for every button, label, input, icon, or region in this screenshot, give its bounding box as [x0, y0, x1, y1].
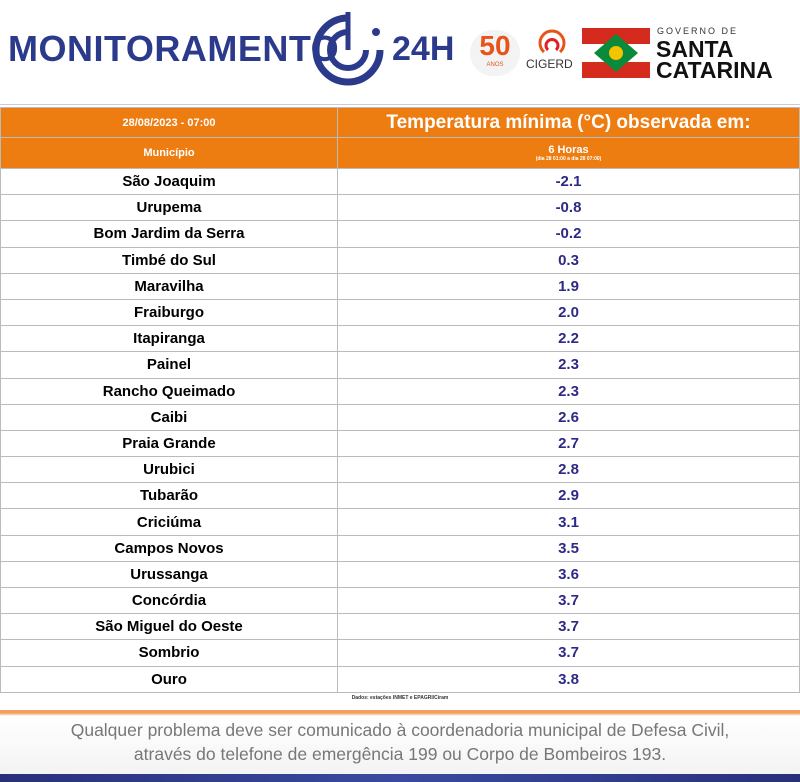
temperature: 2.9 — [337, 482, 800, 510]
footer-line: Qualquer problema deve ser comunicado à … — [70, 720, 730, 740]
row: Urussanga 3.6 — [0, 560, 800, 589]
municipality: São Miguel do Oeste — [0, 613, 338, 641]
municipality: Urubici — [0, 456, 338, 484]
temperature: 2.3 — [337, 377, 800, 405]
row: São Joaquim -2.1 — [0, 167, 800, 196]
cigerd: CIGERD — [526, 57, 573, 71]
temperature: 2.3 — [337, 351, 800, 379]
temperature: 2.8 — [337, 456, 800, 484]
row: Concórdia 3.7 — [0, 586, 800, 615]
row: Praia Grande 2.7 — [0, 429, 800, 458]
row: Timbé do Sul 0.3 — [0, 246, 800, 274]
municipality: Concórdia — [0, 586, 338, 615]
municipality: Ouro — [0, 665, 338, 693]
row: Ouro 3.8 — [0, 665, 800, 693]
row: Tubarão 2.9 — [0, 482, 800, 510]
temperature: 3.7 — [337, 639, 800, 667]
table-body: São Joaquim -2.1 Urupema -0.8 Bom Jardim da … — [0, 167, 800, 693]
temperature: 3.5 — [337, 534, 800, 562]
municipality: Urussanga — [0, 560, 338, 589]
gov-name: SANTA — [656, 36, 734, 62]
row: Urubici 2.8 — [0, 456, 800, 484]
row: Fraiburgo 2.0 — [0, 298, 800, 327]
municipality: Fraiburgo — [0, 298, 338, 327]
row: Campos Novos 3.5 — [0, 534, 800, 562]
table-title: Temperatura mínima (°C) observada em: — [337, 107, 800, 138]
footer: Qualquer problema deve ser comunicado à … — [0, 710, 800, 782]
municipality: São Joaquim — [0, 167, 338, 196]
row: Caibi 2.6 — [0, 403, 800, 431]
temperature: -2.1 — [337, 167, 800, 196]
municipality: Caibi — [0, 403, 338, 431]
temperature: -0.2 — [337, 220, 800, 248]
temperature: 2.0 — [337, 298, 800, 327]
row: Maravilha 1.9 — [0, 272, 800, 300]
temperature: 3.1 — [337, 508, 800, 536]
municipality: Sombrio — [0, 639, 338, 667]
temperature: 3.7 — [337, 613, 800, 641]
municipality: Painel — [0, 351, 338, 379]
municipality: Urupema — [0, 194, 338, 222]
temperature: 2.6 — [337, 403, 800, 431]
row: Itapiranga 2.2 — [0, 325, 800, 353]
temperature: 3.7 — [337, 586, 800, 615]
temperature: 3.8 — [337, 665, 800, 693]
municipality: Campos Novos — [0, 534, 338, 562]
date: 28/08/2023 - 07:00 — [0, 107, 338, 138]
badge-number: 50 — [479, 30, 511, 61]
column-header: 6 Horas (dia 28 01:00 a dia 28 07:00) — [337, 137, 800, 169]
cigerd-icon — [538, 29, 566, 54]
row: Rancho Queimado 2.3 — [0, 377, 800, 405]
temperature: 1.9 — [337, 272, 800, 300]
municipality: Maravilha — [0, 272, 338, 300]
temperature: -0.8 — [337, 194, 800, 222]
table: 28/08/2023 - 07:00 Temperatura mínima (°… — [0, 107, 800, 693]
row: Bom Jardim da Serra -0.2 — [0, 220, 800, 248]
flag — [582, 28, 650, 78]
badge: 50 ANOS — [470, 30, 520, 76]
row: Sombrio 3.7 — [0, 639, 800, 667]
title: MONITORAMENTO — [8, 28, 340, 69]
municipality: Timbé do Sul — [0, 246, 338, 274]
title-suffix: 24H — [392, 30, 455, 68]
gov-label: GOVERNO DE — [657, 26, 739, 36]
municipality: Tubarão — [0, 482, 338, 510]
gov-name: CATARINA — [656, 57, 773, 83]
municipality: Bom Jardim da Serra — [0, 220, 338, 248]
municipality: Praia Grande — [0, 429, 338, 458]
temperature: 2.7 — [337, 429, 800, 458]
source: Dados: estações INMET e EPAGRI/Ciram — [351, 695, 449, 701]
row: Urupema -0.8 — [0, 194, 800, 222]
row: São Miguel do Oeste 3.7 — [0, 613, 800, 641]
period: 6 Horas — [548, 144, 589, 156]
logo-icon — [312, 12, 384, 86]
municipality: Rancho Queimado — [0, 377, 338, 405]
column-header: Município — [0, 137, 338, 169]
temperature: 3.6 — [337, 560, 800, 589]
row: Painel 2.3 — [0, 351, 800, 379]
bottom-bar — [0, 774, 800, 782]
header: MONITORAMENTO 24H 50 ANOS CIGERD GOVERNO… — [0, 0, 800, 105]
footer-line: através do telefone de emergência 199 ou… — [133, 744, 667, 764]
municipality: Criciúma — [0, 508, 338, 536]
temperature: 2.2 — [337, 325, 800, 353]
municipality: Itapiranga — [0, 325, 338, 353]
temperature: 0.3 — [337, 246, 800, 274]
period-note: (dia 28 01:00 a dia 28 07:00) — [535, 156, 602, 162]
badge-sub: ANOS — [486, 62, 504, 68]
row: Criciúma 3.1 — [0, 508, 800, 536]
